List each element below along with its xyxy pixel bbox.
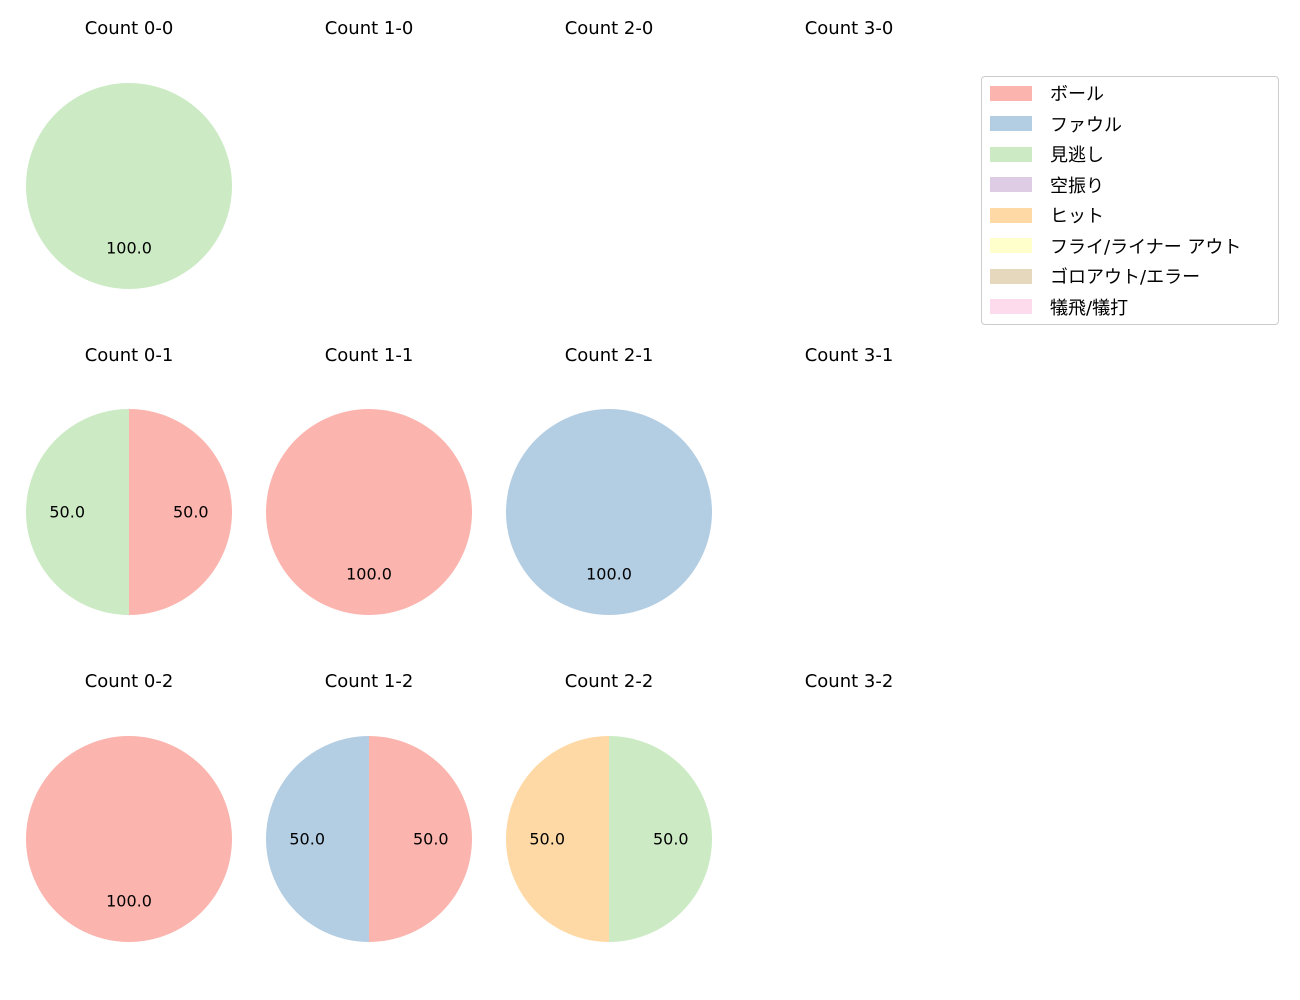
panel-title: Count 0-2 <box>84 671 174 692</box>
pie-slice <box>609 736 712 942</box>
slice-percent-label: 100.0 <box>106 238 152 257</box>
panel-title: Count 1-1 <box>324 345 414 366</box>
slice-percent-label: 50.0 <box>289 830 325 849</box>
panel-title: Count 3-0 <box>804 18 894 39</box>
pie-slice <box>26 83 232 289</box>
pie-chart: 100.0 <box>266 409 472 615</box>
legend-label: ゴロアウト/エラー <box>1050 267 1201 288</box>
pie-slice <box>266 736 369 942</box>
legend-label: ファウル <box>1050 114 1122 136</box>
pie-chart: 50.0 50.0 <box>26 409 232 615</box>
legend-item: 空振り <box>990 173 1104 197</box>
panel-title: Count 2-1 <box>564 345 654 366</box>
legend-swatch <box>990 238 1032 253</box>
pie-chart: 100.0 <box>26 736 232 942</box>
slice-percent-label: 50.0 <box>653 830 689 849</box>
panel-title: Count 3-1 <box>804 345 894 366</box>
panel-title: Count 1-0 <box>324 18 414 39</box>
legend-item: ファウル <box>990 112 1122 136</box>
pie-chart: 50.0 50.0 <box>506 736 712 942</box>
pie-slice <box>266 409 472 615</box>
legend-item: 見逃し <box>990 142 1104 166</box>
pie-slice <box>369 736 472 942</box>
legend-item: フライ/ライナー アウト <box>990 234 1241 258</box>
legend-swatch <box>990 268 1032 284</box>
legend-swatch <box>990 207 1032 223</box>
slice-percent-label: 50.0 <box>173 503 209 522</box>
pie-slice <box>26 736 232 942</box>
slice-percent-label: 50.0 <box>529 830 565 849</box>
slice-percent-label: 100.0 <box>586 564 632 583</box>
panel-title: Count 0-0 <box>84 18 174 39</box>
legend-label: 犠飛/犠打 <box>1050 297 1129 319</box>
legend-swatch <box>990 85 1032 101</box>
legend-item: ヒット <box>990 203 1104 227</box>
legend-label: ボール <box>1050 84 1104 105</box>
legend-swatch <box>990 146 1032 162</box>
legend-label: フライ/ライナー アウト <box>1050 236 1242 258</box>
panel-title: Count 0-1 <box>84 345 174 366</box>
legend-item: 犠飛/犠打 <box>990 295 1128 319</box>
legend-swatch <box>990 177 1032 192</box>
panel-title: Count 2-2 <box>564 671 654 692</box>
pie-slice <box>129 409 232 615</box>
legend-item: ゴロアウト/エラー <box>990 264 1200 288</box>
pie-chart: 100.0 <box>26 83 232 289</box>
legend-swatch <box>990 299 1032 314</box>
panel-title: Count 3-2 <box>804 671 894 692</box>
legend-label: ヒット <box>1050 206 1104 227</box>
slice-percent-label: 100.0 <box>346 564 392 583</box>
legend-label: 見逃し <box>1050 145 1104 166</box>
legend-item: ボール <box>990 81 1104 105</box>
legend: ボールファウル見逃し空振りヒットフライ/ライナー アウト ゴロアウト/エラー 犠飛/… <box>981 76 1279 325</box>
slice-percent-label: 50.0 <box>413 830 449 849</box>
legend-swatch <box>990 116 1032 131</box>
pie-slice <box>506 736 609 942</box>
pie-slice <box>506 409 712 615</box>
pie-chart: 100.0 <box>506 409 712 615</box>
panel-title: Count 2-0 <box>564 18 654 39</box>
slice-percent-label: 100.0 <box>106 891 152 910</box>
pie-slice <box>26 409 129 615</box>
slice-percent-label: 50.0 <box>49 503 85 522</box>
panel-title: Count 1-2 <box>324 671 414 692</box>
pie-chart: 50.0 50.0 <box>266 736 472 942</box>
legend-label: 空振り <box>1050 175 1104 197</box>
